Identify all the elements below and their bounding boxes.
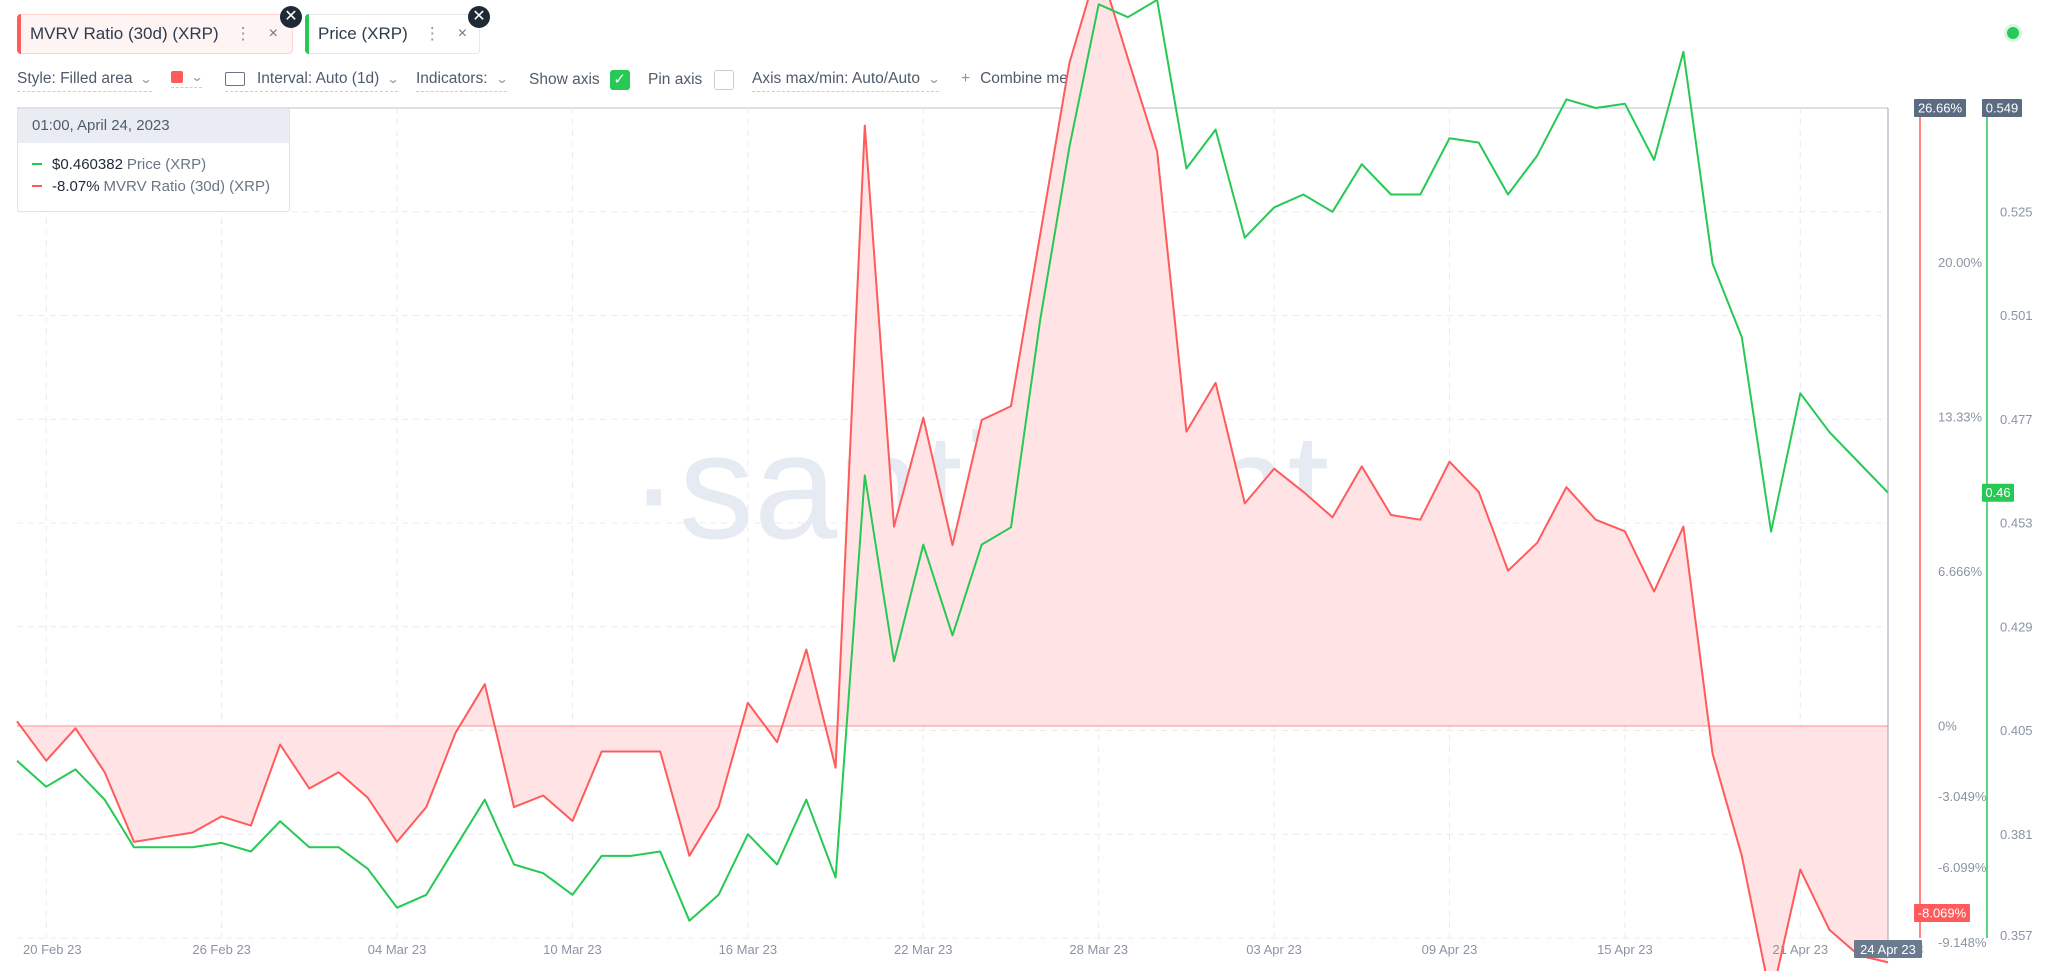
tooltip-value: -8.07% — [52, 177, 100, 195]
x-axis-tick: 26 Feb 23 — [192, 942, 251, 957]
close-icon[interactable]: ✕ — [468, 6, 490, 28]
left-axis-tick: -6.099% — [1938, 860, 1987, 875]
chart-lines — [16, 0, 1889, 971]
left-axis-max-label-bg — [1914, 99, 1966, 117]
axis-maxmin-dropdown[interactable]: Axis max/min: Auto/Auto ⌄ — [752, 70, 941, 92]
x-axis-current-label: 24 Apr 23 — [1860, 942, 1916, 957]
series-color-icon — [32, 163, 42, 165]
left-axis-tick: -3.049% — [1938, 789, 1987, 804]
metric-tab-label: Price (XRP) — [318, 24, 408, 43]
right-axis-tick: 0.429 — [2000, 619, 2033, 634]
left-axis-current-label: -8.069% — [1918, 905, 1967, 920]
right-axis-tick: 0.477 — [2000, 412, 2033, 427]
chevron-down-icon: ⌄ — [190, 70, 204, 84]
pin-axis-label: Pin axis — [648, 71, 703, 88]
x-axis-current-bg — [1854, 940, 1922, 958]
live-status-icon — [2007, 27, 2019, 39]
x-axis-tick: 10 Mar 23 — [543, 942, 602, 957]
show-axis-toggle[interactable]: Show axis ✓ — [529, 70, 630, 93]
right-axis-max-label: 0.549 — [1986, 101, 2019, 116]
x-axis-tick: 09 Apr 23 — [1422, 942, 1478, 957]
x-axis-tick: 21 Apr 23 — [1772, 942, 1828, 957]
right-axis-tick: 0.453 — [2000, 516, 2033, 531]
indicators-label: Indicators: — [416, 70, 488, 87]
more-options-icon[interactable]: ⋮ — [423, 24, 441, 43]
right-axis-current-label: 0.46 — [1985, 485, 2010, 500]
left-axis-current-label-bg — [1914, 903, 1970, 922]
left-axis-tick: 6.666% — [1938, 564, 1983, 579]
chart-axes: 20.00% 13.33% 6.666% 0% -3.049% -6.099% -9.148… — [23, 99, 2033, 958]
tooltip-value: $0.460382 — [52, 155, 123, 173]
show-axis-label: Show axis — [529, 71, 600, 88]
metric-tab-label: MVRV Ratio (30d) (XRP) — [30, 24, 219, 43]
chevron-down-icon: ⌄ — [495, 72, 509, 86]
right-axis-tick: 0.381 — [2000, 827, 2033, 842]
left-axis-max-label: 26.66% — [1918, 101, 1963, 116]
x-axis-tick: 20 Feb 23 — [23, 942, 82, 957]
checkbox-empty-icon[interactable] — [714, 70, 735, 90]
checkbox-checked-icon[interactable]: ✓ — [609, 70, 630, 90]
left-axis-tick: 0% — [1938, 718, 1957, 733]
remove-metric-icon[interactable]: × — [268, 25, 278, 42]
chevron-down-icon: ⌄ — [927, 72, 941, 86]
tooltip-series-name: Price (XRP) — [126, 155, 207, 173]
interval-icon — [225, 72, 245, 86]
metric-color-bar — [305, 14, 309, 54]
left-axis-tick: 13.33% — [1938, 409, 1983, 424]
right-axis-tick: 0.405 — [2000, 723, 2033, 738]
x-axis-tick: 16 Mar 23 — [719, 942, 778, 957]
more-options-icon[interactable]: ⋮ — [234, 24, 252, 43]
right-axis-tick: 0.501 — [2000, 308, 2033, 323]
chevron-down-icon: ⌄ — [386, 72, 400, 86]
mvrv-line — [16, 0, 1889, 971]
tooltip-row-price: $0.460382 Price (XRP) — [18, 153, 289, 175]
left-axis-tick: -9.148% — [1938, 935, 1987, 950]
color-dropdown[interactable]: ⌄ — [171, 70, 204, 88]
x-axis-tick: 04 Mar 23 — [368, 942, 427, 957]
series-color-icon — [32, 185, 42, 187]
pin-axis-toggle[interactable]: Pin axis — [648, 70, 735, 93]
x-axis-tick: 28 Mar 23 — [1069, 942, 1128, 957]
chart-areas — [17, 0, 1888, 971]
tooltip-date: 01:00, April 24, 2023 — [18, 109, 289, 143]
right-axis-current-label-bg — [1982, 483, 2014, 502]
indicators-dropdown[interactable]: Indicators: ⌄ — [416, 70, 509, 92]
x-axis-tick: 03 Apr 23 — [1246, 942, 1302, 957]
right-axis-tick: 0.357 — [2000, 928, 2033, 943]
price-line — [16, 0, 1889, 922]
x-axis-tick: 22 Mar 23 — [894, 942, 953, 957]
metric-tab-price[interactable]: Price (XRP) ⋮ × — [305, 14, 480, 54]
hover-tooltip: 01:00, April 24, 2023 $0.460382 Price (X… — [17, 108, 290, 212]
x-axis-tick: 15 Apr 23 — [1597, 942, 1653, 957]
tooltip-series-name: MVRV Ratio (30d) (XRP) — [103, 177, 270, 195]
metric-tab-mvrv[interactable]: MVRV Ratio (30d) (XRP) ⋮ × — [17, 14, 293, 54]
style-label: Style: Filled area — [17, 70, 133, 87]
left-axis-tick: 20.00% — [1938, 255, 1983, 270]
close-icon[interactable]: ✕ — [280, 6, 302, 28]
remove-metric-icon[interactable]: × — [457, 25, 468, 42]
right-axis-max-label-bg — [1982, 99, 2022, 117]
color-swatch-icon — [171, 71, 183, 83]
style-dropdown[interactable]: Style: Filled area ⌄ — [17, 70, 154, 92]
plus-icon: + — [961, 70, 971, 87]
interval-label: Interval: Auto (1d) — [257, 70, 380, 87]
interval-dropdown[interactable]: Interval: Auto (1d) ⌄ — [225, 70, 400, 92]
axis-maxmin-label: Axis max/min: Auto/Auto — [752, 70, 920, 87]
tooltip-row-mvrv: -8.07% MVRV Ratio (30d) (XRP) — [18, 175, 289, 197]
metric-color-bar — [17, 14, 21, 54]
right-axis-tick: 0.525 — [2000, 204, 2033, 219]
chevron-down-icon: ⌄ — [139, 72, 154, 86]
